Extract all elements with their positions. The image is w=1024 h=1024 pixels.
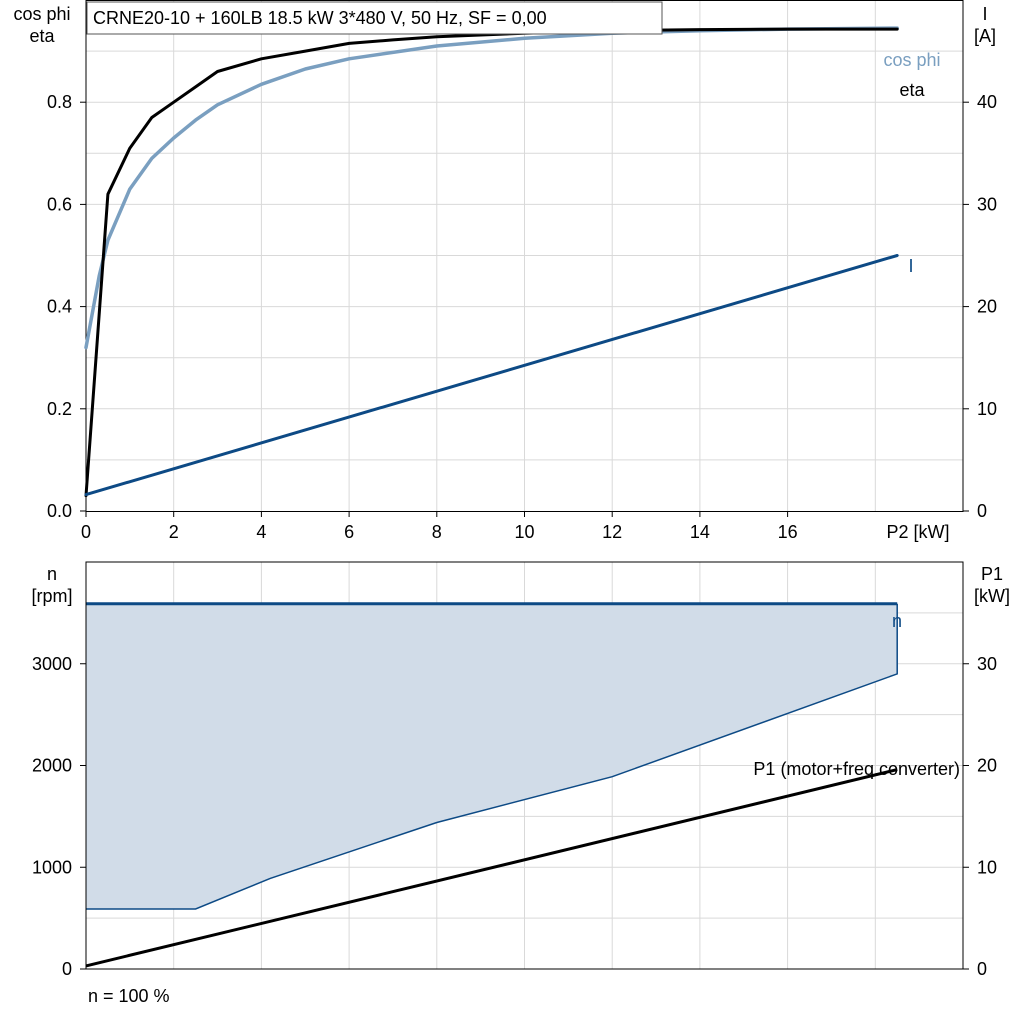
bottom-right-axis-title-line2: [kW] bbox=[974, 586, 1010, 606]
top-right-tick-label: 30 bbox=[977, 194, 997, 214]
bottom-left-ticks: 0 1000 2000 3000 bbox=[32, 654, 86, 979]
top-right-tick-label: 10 bbox=[977, 399, 997, 419]
top-x-axis-title: P2 [kW] bbox=[886, 522, 949, 542]
top-series bbox=[84, 26, 899, 498]
top-left-tick-label: 0.0 bbox=[47, 501, 72, 521]
top-x-tick-label: 8 bbox=[432, 522, 442, 542]
speed-power-chart: 0 1000 2000 3000 0 10 20 30 n [rpm] P1 [kW] n … bbox=[31, 561, 1010, 1006]
top-grid bbox=[86, 0, 963, 511]
top-right-axis-title-line1: I bbox=[982, 4, 987, 24]
top-x-tick-label: 14 bbox=[690, 522, 710, 542]
top-right-ticks: 0 10 20 30 40 bbox=[963, 92, 997, 521]
p1-line bbox=[85, 768, 898, 968]
min-speed-boundary bbox=[86, 603, 898, 910]
bottom-right-tick-label: 20 bbox=[977, 756, 997, 776]
chart-title: CRNE20-10 + 160LB 18.5 kW 3*480 V, 50 Hz… bbox=[93, 8, 547, 28]
top-x-ticks: 0 2 4 6 8 10 12 14 16 bbox=[81, 511, 798, 542]
bottom-left-tick-label: 0 bbox=[62, 959, 72, 979]
bottom-left-axis-title-line1: n bbox=[47, 564, 57, 584]
top-right-tick-label: 40 bbox=[977, 92, 997, 112]
top-x-tick-label: 10 bbox=[514, 522, 534, 542]
bottom-left-tick-label: 1000 bbox=[32, 857, 72, 877]
top-x-tick-label: 0 bbox=[81, 522, 91, 542]
top-left-tick-label: 0.8 bbox=[47, 92, 72, 112]
top-right-tick-label: 0 bbox=[977, 501, 987, 521]
top-left-axis-title-line1: cos phi bbox=[13, 4, 70, 24]
bottom-right-tick-label: 30 bbox=[977, 654, 997, 674]
bottom-right-ticks: 0 10 20 30 bbox=[963, 654, 997, 979]
top-x-tick-label: 2 bbox=[169, 522, 179, 542]
bottom-right-tick-label: 0 bbox=[977, 959, 987, 979]
series-label-p1: P1 (motor+freq.converter) bbox=[753, 759, 960, 779]
current-line bbox=[84, 254, 899, 497]
top-right-tick-label: 20 bbox=[977, 297, 997, 317]
series-label-cos-phi: cos phi bbox=[883, 50, 940, 70]
top-x-tick-label: 6 bbox=[344, 522, 354, 542]
top-left-axis-title-line2: eta bbox=[29, 26, 55, 46]
top-left-ticks: 0.0 0.2 0.4 0.6 0.8 bbox=[47, 92, 86, 521]
speed-footer-note: n = 100 % bbox=[88, 986, 170, 1006]
bottom-right-axis-title-line1: P1 bbox=[981, 564, 1003, 584]
bottom-left-axis-title-line2: [rpm] bbox=[31, 586, 72, 606]
top-left-tick-label: 0.6 bbox=[47, 194, 72, 214]
series-label-current: I bbox=[908, 256, 913, 276]
bottom-series bbox=[85, 602, 898, 968]
cos-phi-curve bbox=[84, 26, 899, 350]
top-x-tick-label: 16 bbox=[778, 522, 798, 542]
top-x-tick-label: 4 bbox=[256, 522, 266, 542]
top-x-tick-label: 12 bbox=[602, 522, 622, 542]
speed-range-area bbox=[86, 603, 898, 909]
top-left-tick-label: 0.2 bbox=[47, 399, 72, 419]
top-left-tick-label: 0.4 bbox=[47, 297, 72, 317]
eta-curve bbox=[84, 27, 899, 498]
top-right-axis-title-line2: [A] bbox=[974, 26, 996, 46]
bottom-left-tick-label: 3000 bbox=[32, 654, 72, 674]
series-label-speed: n bbox=[892, 611, 902, 631]
bottom-right-tick-label: 10 bbox=[977, 857, 997, 877]
title-box bbox=[86, 1, 663, 35]
bottom-left-tick-label: 2000 bbox=[32, 756, 72, 776]
series-label-eta: eta bbox=[899, 80, 925, 100]
